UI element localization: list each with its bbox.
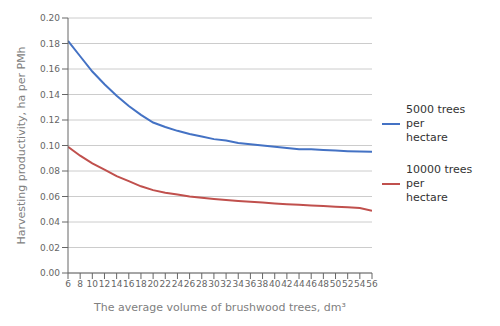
svg-text:0.00: 0.00 (40, 268, 60, 278)
svg-text:6: 6 (65, 279, 71, 289)
html-text:5000 trees per: 5000 trees per (406, 103, 466, 130)
svg-text:0.02: 0.02 (40, 243, 60, 253)
svg-text:56: 56 (366, 279, 378, 289)
svg-text:0.06: 0.06 (40, 192, 60, 202)
svg-text:12: 12 (99, 279, 110, 289)
svg-text:54: 54 (354, 279, 366, 289)
html-text:hectare: hectare (406, 191, 448, 204)
svg-text:20: 20 (147, 279, 159, 289)
svg-text:0.16: 0.16 (40, 64, 60, 74)
svg-text:44: 44 (293, 279, 305, 289)
svg-text:14: 14 (111, 279, 123, 289)
svg-text:34: 34 (233, 279, 245, 289)
svg-text:36: 36 (245, 279, 257, 289)
svg-text:8: 8 (77, 279, 83, 289)
svg-text:10: 10 (87, 279, 99, 289)
svg-text:Harvesting productivity, ha pe: Harvesting productivity, ha per PMh (15, 46, 28, 244)
svg-text:38: 38 (257, 279, 269, 289)
svg-text:30: 30 (208, 279, 220, 289)
svg-text:The average volume of brushwoo: The average volume of brushwood trees, d… (93, 301, 346, 314)
svg-text:42: 42 (281, 279, 292, 289)
svg-text:48: 48 (318, 279, 330, 289)
svg-text:46: 46 (305, 279, 317, 289)
svg-text:32: 32 (220, 279, 231, 289)
svg-text:16: 16 (123, 279, 135, 289)
svg-text:0.12: 0.12 (40, 115, 60, 125)
svg-text:40: 40 (269, 279, 281, 289)
svg-text:0.08: 0.08 (40, 166, 60, 176)
svg-text:0.04: 0.04 (40, 217, 60, 227)
svg-text:0.10: 0.10 (40, 141, 60, 151)
svg-text:18: 18 (135, 279, 147, 289)
svg-text:26: 26 (184, 279, 196, 289)
svg-text:0.18: 0.18 (40, 39, 60, 49)
svg-text:0.20: 0.20 (40, 13, 60, 23)
svg-text:24: 24 (172, 279, 184, 289)
svg-text:22: 22 (160, 279, 171, 289)
html-text:10000 trees per: 10000 trees per (406, 163, 473, 190)
svg-text:52: 52 (342, 279, 353, 289)
svg-text:0.14: 0.14 (40, 90, 60, 100)
svg-text:50: 50 (330, 279, 342, 289)
html-text:hectare: hectare (406, 131, 448, 144)
svg-text:28: 28 (196, 279, 208, 289)
